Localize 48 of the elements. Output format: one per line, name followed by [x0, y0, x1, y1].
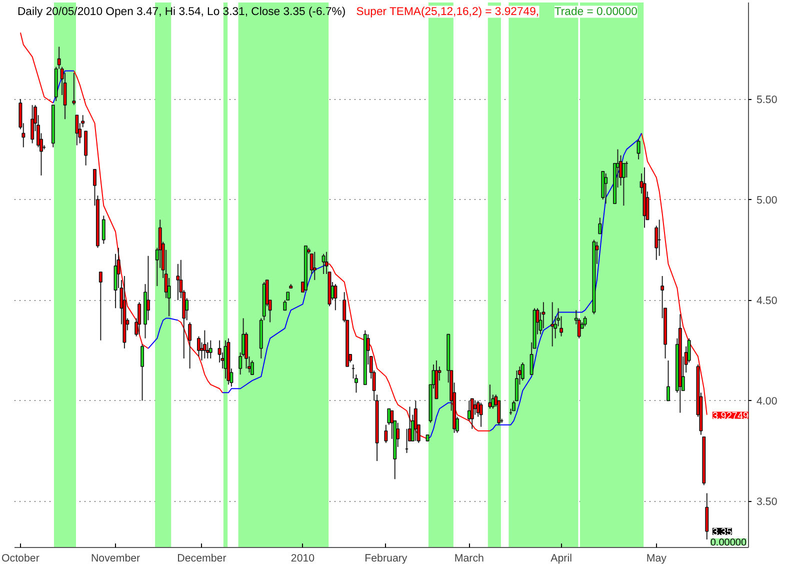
candlestick	[75, 114, 79, 146]
y-tick-label: 4.00	[756, 396, 778, 408]
candlestick	[140, 344, 144, 402]
candlestick	[384, 424, 388, 444]
candlestick	[622, 162, 626, 206]
candlestick	[138, 302, 142, 335]
candlestick	[560, 316, 564, 337]
candlestick	[202, 330, 206, 359]
x-tick-label: November	[90, 552, 141, 564]
candlestick	[250, 360, 254, 376]
candlestick	[176, 263, 180, 301]
candlestick	[583, 316, 587, 327]
candlestick	[197, 336, 200, 357]
candlestick	[102, 215, 106, 244]
annotation: 3.35	[712, 526, 732, 538]
candlestick	[414, 400, 418, 442]
candlestick	[470, 398, 474, 430]
candlestick	[322, 253, 326, 274]
annotation: Super TEMA(25,12,16,2) = 3.92749,	[356, 6, 540, 18]
y-tick-label: 4.50	[756, 295, 778, 308]
candlestick	[188, 322, 192, 370]
x-tick-label: March	[454, 552, 484, 564]
annotation: 3.92749	[712, 410, 750, 422]
y-tick-label: 5.50	[756, 94, 778, 106]
x-tick-label: April	[550, 552, 572, 564]
candlestick	[98, 271, 102, 341]
y-tick-label: 5.00	[756, 194, 778, 207]
candlestick	[200, 342, 204, 361]
candlestick	[208, 340, 212, 359]
annotation: 0.00000	[710, 537, 747, 548]
candlestick	[30, 104, 34, 144]
x-tick-label: February	[364, 552, 408, 564]
candlestick	[636, 138, 640, 160]
candlestick	[479, 402, 483, 428]
x-tick-label: October	[1, 552, 40, 564]
annotation: Trade = 0.00000	[554, 6, 638, 18]
y-tick-label: 3.50	[756, 496, 778, 508]
candlestick	[598, 217, 602, 234]
candlestick	[666, 360, 670, 402]
x-tick-label: 2010	[290, 552, 315, 564]
candlestick	[520, 362, 524, 382]
candlestick	[312, 251, 316, 281]
candlestick	[72, 72, 76, 106]
x-tick-label: December	[177, 552, 227, 564]
candlestick	[604, 172, 608, 204]
candlestick	[334, 284, 338, 311]
x-tick-label: May	[646, 552, 668, 564]
chart-title: Daily 20/05/2010 Open 3.47, Hi 3.54, Lo 3.31, Close 3.35 (-6.7%)	[18, 6, 346, 18]
